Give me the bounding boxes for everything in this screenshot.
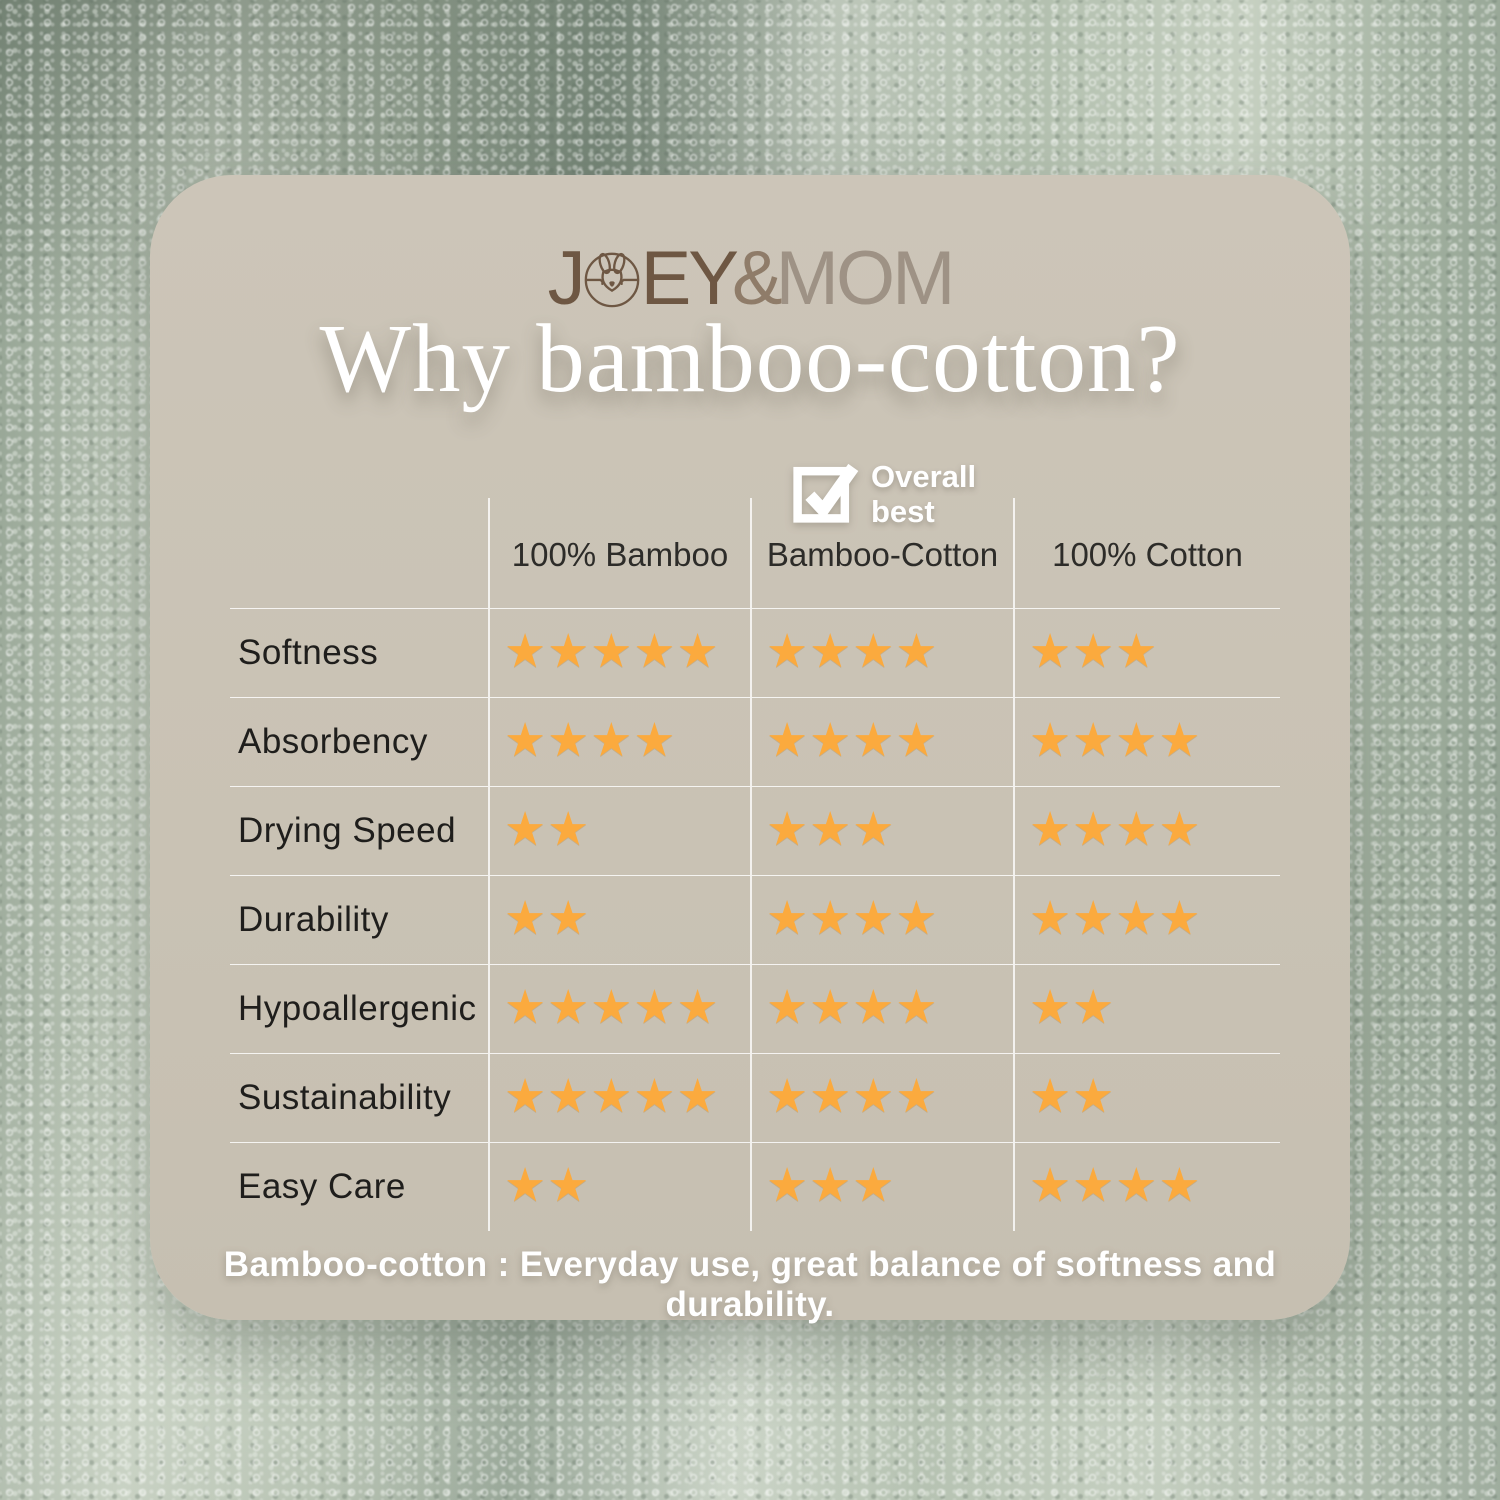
table-corner-cell <box>230 498 488 608</box>
rating-cell: ★★ <box>488 786 750 875</box>
footer-tagline: Bamboo-cotton : Everyday use, great bala… <box>223 1245 1277 1324</box>
star-rating-icon: ★★★★ <box>766 890 939 946</box>
star-rating-icon: ★★ <box>504 801 591 857</box>
comparison-table: 100% Bamboo Bamboo-Cotton 100% Cotton Softn… <box>230 498 1280 1231</box>
brand-logo-j: J <box>547 236 586 321</box>
row-label: Sustainability <box>230 1053 488 1142</box>
row-label: Durability <box>230 875 488 964</box>
rating-cell: ★★★★★ <box>488 964 750 1053</box>
rating-cell: ★★★ <box>1013 608 1280 697</box>
brand-logo: J EY & MOM <box>150 237 1350 321</box>
star-rating-icon: ★★ <box>504 890 591 946</box>
rating-cell: ★★★ <box>750 786 1013 875</box>
star-rating-icon: ★★★ <box>1029 623 1159 679</box>
star-rating-icon: ★★★★★ <box>504 979 720 1035</box>
rating-cell: ★★★★ <box>488 697 750 786</box>
overall-best-badge: Overall best <box>791 457 976 529</box>
star-rating-icon: ★★ <box>1029 979 1116 1035</box>
rating-cell: ★★★★ <box>750 875 1013 964</box>
rating-cell: ★★ <box>488 875 750 964</box>
star-rating-icon: ★★★★ <box>1029 890 1202 946</box>
star-rating-icon: ★★★★ <box>766 712 939 768</box>
brand-logo-amp: & <box>731 236 783 321</box>
row-label: Easy Care <box>230 1142 488 1231</box>
rating-cell: ★★★★ <box>1013 875 1280 964</box>
rating-cell: ★★★★ <box>750 964 1013 1053</box>
rating-cell: ★★★★★ <box>488 608 750 697</box>
star-rating-icon: ★★★★ <box>1029 801 1202 857</box>
row-label: Softness <box>230 608 488 697</box>
column-header: 100% Cotton <box>1013 498 1280 608</box>
star-rating-icon: ★★ <box>504 1157 591 1213</box>
star-rating-icon: ★★★★ <box>766 979 939 1035</box>
row-label: Drying Speed <box>230 786 488 875</box>
page-title: Why bamboo-cotton? <box>319 305 1181 412</box>
rating-cell: ★★★★ <box>750 697 1013 786</box>
column-header: 100% Bamboo <box>488 498 750 608</box>
row-label: Hypoallergenic <box>230 964 488 1053</box>
rating-cell: ★★ <box>488 1142 750 1231</box>
star-rating-icon: ★★★★ <box>766 623 939 679</box>
star-rating-icon: ★★★★★ <box>504 623 720 679</box>
star-rating-icon: ★★★★ <box>1029 712 1202 768</box>
row-label: Absorbency <box>230 697 488 786</box>
rating-cell: ★★★★ <box>750 608 1013 697</box>
star-rating-icon: ★★ <box>1029 1068 1116 1124</box>
star-rating-icon: ★★★★ <box>766 1068 939 1124</box>
rating-cell: ★★★★ <box>1013 786 1280 875</box>
checkbox-check-icon <box>793 463 859 523</box>
star-rating-icon: ★★★ <box>766 801 896 857</box>
star-rating-icon: ★★★★ <box>504 712 677 768</box>
star-rating-icon: ★★★★ <box>1029 1157 1202 1213</box>
brand-logo-mom: MOM <box>775 236 956 321</box>
rating-cell: ★★ <box>1013 964 1280 1053</box>
column-header: Bamboo-Cotton <box>750 498 1013 608</box>
star-rating-icon: ★★★ <box>766 1157 896 1213</box>
star-rating-icon: ★★★★★ <box>504 1068 720 1124</box>
brand-logo-ey: EY <box>640 236 739 321</box>
rating-cell: ★★ <box>1013 1053 1280 1142</box>
rating-cell: ★★★ <box>750 1142 1013 1231</box>
overall-best-label: Overall best <box>871 459 977 529</box>
rating-cell: ★★★★ <box>1013 697 1280 786</box>
comparison-card: J EY & MOM Why bamboo-cotton? Overall be… <box>150 175 1350 1324</box>
kangaroo-icon <box>584 252 639 308</box>
rating-cell: ★★★★ <box>750 1053 1013 1142</box>
rating-cell: ★★★★★ <box>488 1053 750 1142</box>
rating-cell: ★★★★ <box>1013 1142 1280 1231</box>
